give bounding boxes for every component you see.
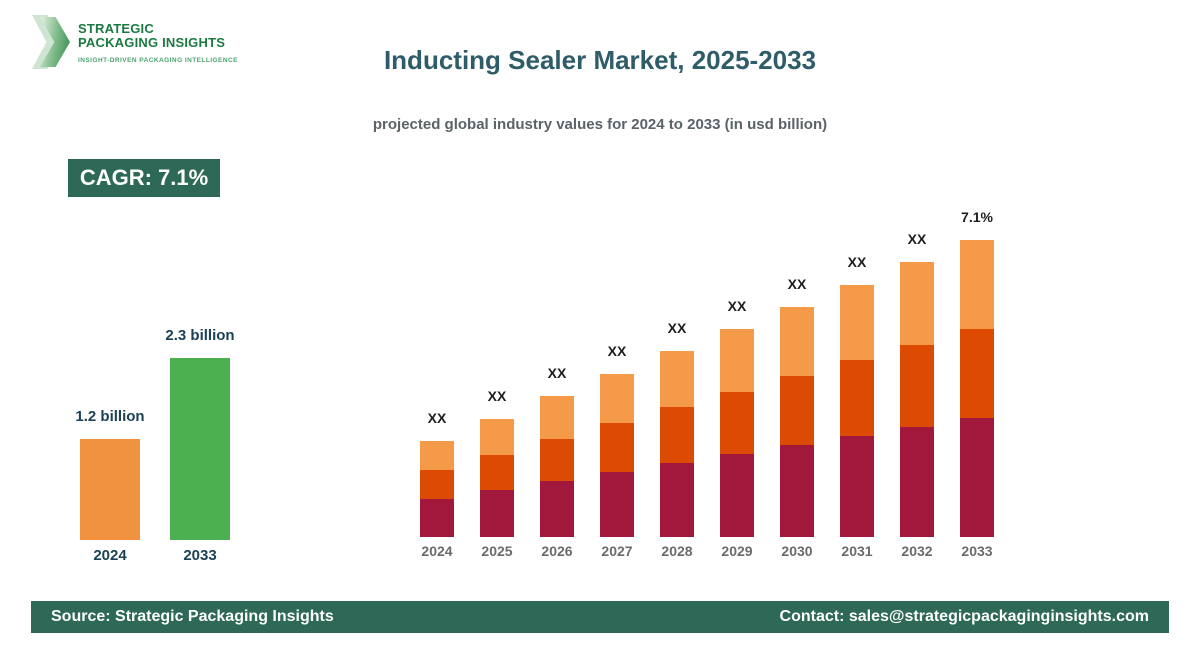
stacked-bar-2025: [480, 419, 514, 537]
segment-bottom-2033: [960, 418, 994, 537]
x-axis-label-2031: 2031: [841, 543, 873, 559]
mini-bar-year-2024: 2024: [93, 547, 127, 564]
mini-bar-2033: [170, 358, 230, 540]
x-axis-label-2033: 2033: [961, 543, 993, 559]
page-title: Inducting Sealer Market, 2025-2033: [383, 45, 817, 75]
segment-middle-2031: [840, 360, 874, 436]
footer-bar: Source: Strategic Packaging Insights Con…: [31, 601, 1169, 633]
segment-bottom-2031: [840, 436, 874, 537]
segment-top-2026: [540, 396, 574, 439]
segment-bottom-2032: [900, 427, 934, 537]
x-axis-label-2030: 2030: [781, 543, 813, 559]
x-axis-label-2032: 2032: [901, 543, 933, 559]
stacked-bar-2028: [660, 351, 694, 537]
x-axis-label-2027: 2027: [601, 543, 633, 559]
yearly-projection-chart: XX 2024 XX 2025 XX 2026 XX 2027 XX 2028 XX 2029 XX 20…: [410, 198, 1020, 560]
segment-top-2028: [660, 351, 694, 407]
bar-top-label-2024: XX: [427, 410, 447, 426]
segment-bottom-2025: [480, 490, 514, 537]
segment-top-2030: [780, 307, 814, 376]
page-subtitle: projected global industry values for 202…: [372, 116, 828, 133]
brand-name-line1: STRATEGIC: [78, 21, 154, 36]
brand-text: STRATEGIC PACKAGING INSIGHTS INSIGHT-DRI…: [78, 14, 238, 64]
segment-middle-2027: [600, 423, 634, 472]
mini-bar-2024: [80, 439, 140, 540]
brand-logo: STRATEGIC PACKAGING INSIGHTS INSIGHT-DRI…: [32, 14, 238, 70]
segment-middle-2033: [960, 329, 994, 418]
market-size-comparison-chart: 1.2 billion 2024 2.3 billion 2033: [70, 300, 260, 570]
segment-middle-2026: [540, 439, 574, 481]
segment-bottom-2028: [660, 463, 694, 537]
bar-top-label-2030: XX: [787, 276, 807, 292]
source-text: Source: Strategic Packaging Insights: [51, 608, 334, 625]
bar-top-label-2033: 7.1%: [961, 209, 993, 225]
x-axis-label-2026: 2026: [541, 543, 573, 559]
x-axis-label-2029: 2029: [721, 543, 753, 559]
segment-top-2024: [420, 441, 454, 470]
segment-middle-2030: [780, 376, 814, 445]
segment-bottom-2027: [600, 472, 634, 537]
mini-bar-value-2024: 1.2 billion: [75, 408, 145, 425]
segment-top-2032: [900, 262, 934, 345]
segment-bottom-2026: [540, 481, 574, 537]
segment-bottom-2029: [720, 454, 754, 537]
bar-top-label-2026: XX: [547, 365, 567, 381]
brand-tagline: INSIGHT-DRIVEN PACKAGING INTELLIGENCE: [78, 57, 238, 65]
cagr-badge: CAGR: 7.1%: [68, 159, 220, 197]
segment-middle-2028: [660, 407, 694, 463]
bar-top-label-2029: XX: [727, 298, 747, 314]
segment-top-2033: [960, 240, 994, 329]
segment-top-2025: [480, 419, 514, 455]
stacked-bar-2032: [900, 262, 934, 537]
bar-top-label-2031: XX: [847, 254, 867, 270]
segment-top-2027: [600, 374, 634, 423]
mini-bar-year-2033: 2033: [183, 547, 217, 564]
x-axis-label-2025: 2025: [481, 543, 513, 559]
bar-top-label-2032: XX: [907, 231, 927, 247]
stacked-bar-2027: [600, 374, 634, 537]
segment-top-2031: [840, 285, 874, 360]
stacked-bar-2033: [960, 240, 994, 537]
x-axis-label-2024: 2024: [421, 543, 453, 559]
mini-bar-value-2033: 2.3 billion: [165, 327, 235, 344]
segment-bottom-2024: [420, 499, 454, 537]
segment-middle-2029: [720, 392, 754, 454]
segment-bottom-2030: [780, 445, 814, 537]
brand-chevron-icon: [32, 14, 72, 70]
x-axis-label-2028: 2028: [661, 543, 693, 559]
bar-top-label-2027: XX: [607, 343, 627, 359]
stacked-bar-2024: [420, 441, 454, 537]
segment-middle-2024: [420, 470, 454, 499]
contact-text: Contact: sales@strategicpackaginginsight…: [779, 608, 1149, 625]
stacked-bar-2026: [540, 396, 574, 537]
bar-top-label-2028: XX: [667, 320, 687, 336]
stacked-bar-2031: [840, 285, 874, 537]
brand-name-line2: PACKAGING INSIGHTS: [78, 35, 226, 51]
stacked-bar-2029: [720, 329, 754, 537]
stacked-bar-2030: [780, 307, 814, 537]
bar-top-label-2025: XX: [487, 388, 507, 404]
segment-middle-2032: [900, 345, 934, 427]
segment-top-2029: [720, 329, 754, 392]
segment-middle-2025: [480, 455, 514, 490]
